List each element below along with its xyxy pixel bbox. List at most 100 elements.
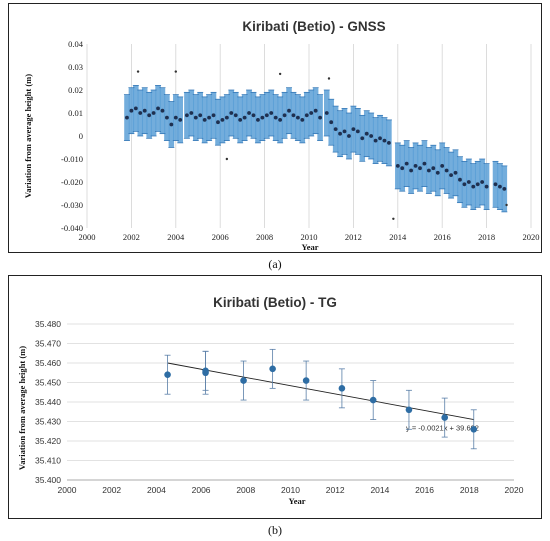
trendline-equation: y = -0.0021x + 39.692	[406, 423, 479, 432]
data-point	[278, 118, 283, 122]
data-point	[142, 108, 147, 113]
data-point	[449, 173, 453, 178]
x-tick-label: 2004	[147, 485, 166, 495]
data-point	[198, 113, 203, 118]
data-point	[342, 129, 347, 134]
y-tick-label: 0.03	[68, 62, 83, 72]
tg-chart-panel: Kiribati (Betio) - TG y = -0.0021x + 39.6…	[8, 275, 542, 519]
outlier-point	[174, 70, 177, 73]
x-tick-label: 2018	[478, 232, 495, 242]
data-point	[462, 182, 467, 187]
data-point	[238, 118, 243, 122]
y-tick-label: 0.02	[68, 85, 83, 95]
data-point	[300, 118, 305, 122]
y-tick-label: 0.04	[68, 39, 84, 49]
data-point	[480, 180, 485, 184]
data-point	[193, 115, 198, 120]
data-point	[395, 164, 400, 168]
data-point	[387, 141, 391, 145]
data-point	[304, 113, 309, 118]
data-point	[216, 120, 220, 125]
data-point	[404, 161, 409, 166]
data-point	[282, 113, 287, 118]
caption-a: (a)	[268, 257, 282, 271]
data-point	[333, 127, 338, 131]
x-tick-label: 2000	[58, 485, 77, 495]
data-point	[360, 136, 365, 141]
y-tick-label: 35.460	[35, 358, 61, 368]
data-point	[458, 177, 462, 182]
data-point	[309, 111, 314, 115]
data-point	[338, 131, 342, 136]
data-point	[240, 377, 247, 384]
y-tick-label: 35.430	[35, 417, 61, 427]
data-point	[329, 120, 334, 125]
data-point	[413, 164, 418, 168]
outlier-point	[278, 72, 282, 76]
x-tick-label: 2008	[256, 232, 273, 242]
data-point	[287, 108, 291, 113]
y-tick-label: 35.450	[35, 378, 61, 388]
data-point	[173, 115, 178, 120]
data-point	[324, 111, 329, 115]
data-point	[138, 111, 143, 115]
data-point	[189, 111, 194, 115]
data-point	[369, 134, 374, 138]
data-point	[418, 166, 422, 171]
data-point	[207, 115, 212, 120]
data-point	[441, 414, 449, 421]
y-axis-label: Variation from average height (m)	[23, 74, 33, 198]
data-point	[220, 118, 225, 122]
data-point	[273, 115, 278, 120]
data-point	[351, 127, 356, 131]
data-point	[224, 115, 229, 120]
x-tick-label: 2012	[345, 232, 362, 242]
outlier-point	[392, 217, 395, 220]
data-point	[229, 111, 234, 115]
data-point	[296, 115, 300, 120]
y-tick-label: 0	[79, 131, 83, 141]
x-tick-label: 2018	[460, 485, 479, 495]
trendline	[167, 362, 474, 420]
y-tick-label: -0.010	[61, 154, 83, 164]
x-tick-label: 2010	[281, 485, 300, 495]
data-point	[242, 115, 247, 120]
x-tick-label: 2016	[415, 485, 434, 495]
data-point	[470, 426, 478, 433]
outlier-point	[505, 203, 508, 207]
data-point	[164, 371, 171, 378]
y-tick-label: 35.440	[35, 397, 61, 407]
data-point	[269, 365, 276, 373]
y-tick-label: 0.01	[68, 108, 83, 118]
x-tick-label: 2016	[434, 232, 451, 242]
chart-title: Kiribati (Betio) - GNSS	[242, 19, 385, 34]
y-tick-label: 35.420	[35, 436, 61, 446]
data-point	[484, 184, 489, 189]
data-point	[373, 138, 378, 143]
data-point	[364, 131, 369, 136]
data-point	[133, 106, 138, 111]
caption-b: (b)	[268, 523, 282, 537]
data-point	[355, 129, 360, 134]
data-point	[475, 182, 480, 187]
x-tick-label: 2014	[389, 232, 407, 242]
data-point	[440, 164, 445, 168]
outlier-point	[327, 77, 331, 80]
data-point	[382, 138, 387, 143]
data-point	[431, 166, 436, 171]
x-tick-label: 2002	[123, 232, 140, 242]
data-point	[256, 118, 260, 122]
outlier-point	[136, 70, 140, 73]
data-point	[260, 115, 265, 120]
data-point	[147, 113, 152, 118]
data-point	[160, 108, 165, 113]
data-point	[185, 113, 189, 118]
data-point	[202, 369, 209, 377]
x-tick-label: 2006	[192, 485, 211, 495]
data-point	[405, 406, 413, 414]
y-tick-label: -0.040	[61, 223, 83, 233]
data-point	[471, 184, 476, 189]
data-point	[435, 170, 440, 175]
outlier-point	[225, 157, 229, 161]
data-point	[291, 113, 296, 118]
